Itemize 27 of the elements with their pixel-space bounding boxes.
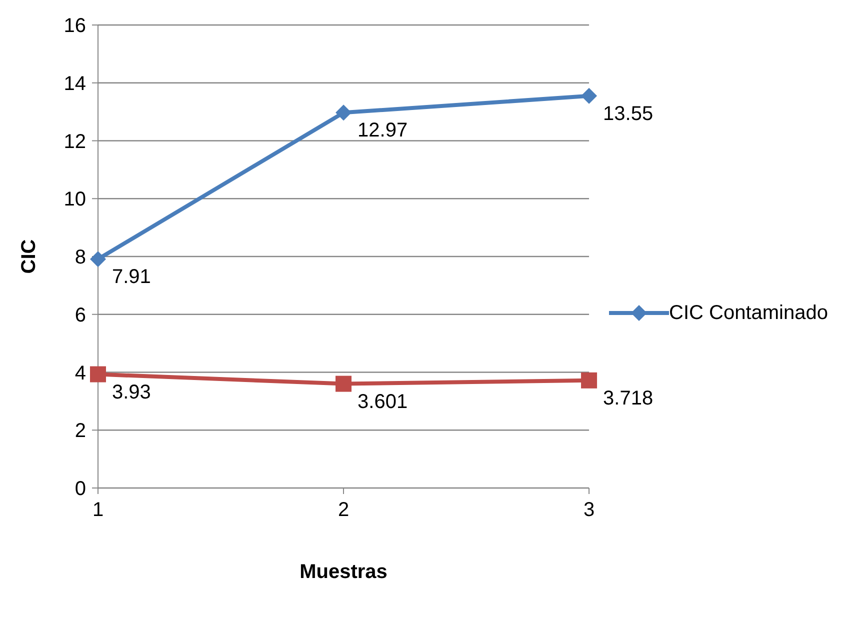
x-tick-label: 1 <box>92 499 104 522</box>
y-tick-label: 0 <box>74 478 86 500</box>
data-label: 7.91 <box>112 266 151 288</box>
y-tick-label: 14 <box>64 72 86 95</box>
x-tick-label: 2 <box>338 499 350 522</box>
x-tick-label: 3 <box>583 499 595 522</box>
y-tick-label: 6 <box>74 304 86 326</box>
y-tick-label: 2 <box>74 420 86 442</box>
point <box>90 251 106 268</box>
point <box>336 376 352 392</box>
point <box>581 372 598 388</box>
y-tick-label: 10 <box>64 188 86 211</box>
y-tick-label: 8 <box>74 246 86 269</box>
y-tick-label: 16 <box>64 15 86 38</box>
x-axis-title: Muestras <box>300 561 388 583</box>
point <box>581 88 598 104</box>
data-label: 13.55 <box>603 102 654 125</box>
y-tick-label: 12 <box>64 130 86 153</box>
data-label: 3.93 <box>112 381 151 404</box>
data-label: 3.601 <box>358 390 408 413</box>
legend-label: CIC Contaminado <box>669 302 828 324</box>
y-axis-title: CIC <box>18 239 40 274</box>
data-label: 12.97 <box>358 120 408 142</box>
point <box>90 366 106 382</box>
data-label: 3.718 <box>603 387 654 410</box>
point <box>336 104 352 121</box>
y-tick-label: 4 <box>74 362 86 384</box>
